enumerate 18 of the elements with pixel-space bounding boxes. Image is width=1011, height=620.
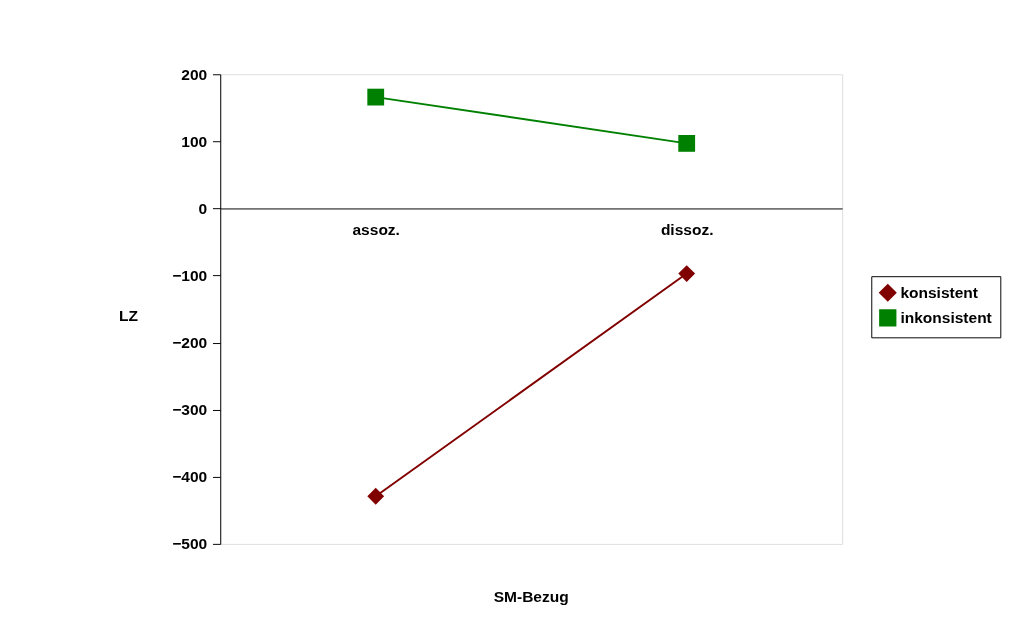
y-axis-title: LZ (119, 306, 139, 324)
y-tick-label: −400 (172, 468, 208, 486)
y-tick-label: 200 (181, 65, 208, 83)
y-tick-label: −500 (172, 535, 208, 553)
x-tick-label: dissoz. (660, 221, 714, 239)
x-tick-label: assoz. (352, 221, 400, 239)
y-tick-label: −200 (172, 333, 208, 351)
point (367, 487, 385, 505)
y-tick-label: −300 (172, 401, 208, 419)
y-tick-label: 0 (198, 199, 208, 217)
x-axis-title: SM-Bezug (493, 588, 569, 606)
legend-label: konsistent (900, 283, 978, 301)
point (678, 265, 696, 282)
legend-label: inkonsistent (900, 308, 992, 326)
y-tick-label: 100 (181, 132, 208, 150)
point (367, 88, 385, 106)
point (678, 134, 696, 152)
y-tick-label: −100 (172, 266, 208, 284)
